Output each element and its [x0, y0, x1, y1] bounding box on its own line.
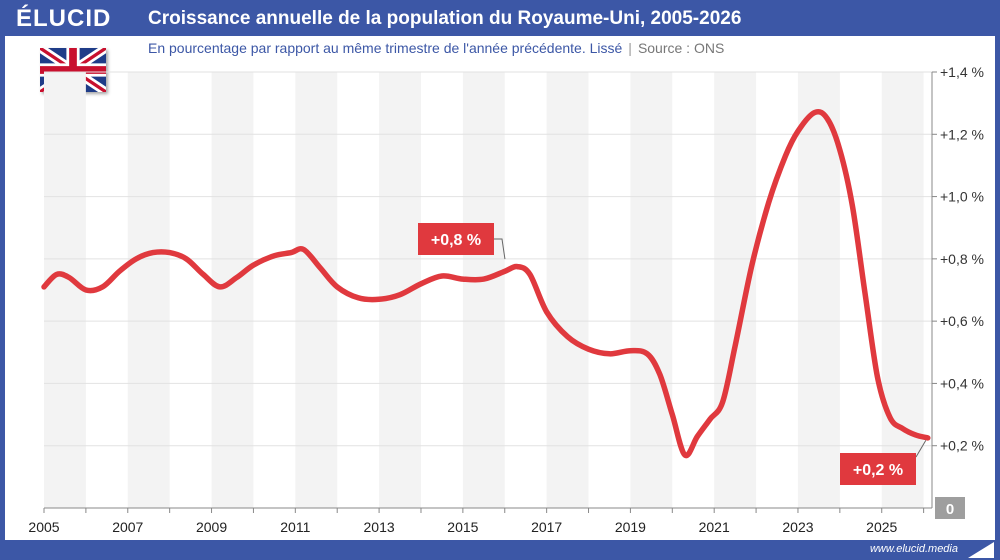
year-band-2025	[881, 72, 924, 508]
x-tick-label: 2019	[615, 519, 646, 535]
x-tick-label: 2011	[280, 519, 310, 535]
year-band-2021	[714, 72, 757, 508]
annotation-box	[840, 453, 916, 485]
y-tick-label: +0,4 %	[940, 375, 984, 391]
year-band-2015	[462, 72, 505, 508]
year-band-2017	[546, 72, 589, 508]
annotation-label: +0,8 %	[431, 232, 481, 249]
year-band-2023	[797, 72, 840, 508]
zero-label: 0	[946, 501, 954, 518]
year-band-2007	[127, 72, 170, 508]
footer-logo-icon	[968, 542, 994, 558]
header-bar: ÉLUCID Croissance annuelle de la populat…	[0, 0, 1000, 36]
x-tick-label: 2023	[782, 519, 813, 535]
y-tick-label: +1,0 %	[940, 189, 984, 205]
brand-logo: ÉLUCID	[16, 5, 112, 32]
y-tick-label: +1,2 %	[940, 126, 984, 142]
y-tick-label: +1,4 %	[940, 64, 984, 80]
annotation-box	[418, 223, 494, 255]
x-tick-label: 2009	[196, 519, 227, 535]
series-line	[41, 108, 931, 459]
footer-bar: www.elucid.media	[0, 540, 1000, 560]
x-tick-label: 2007	[112, 519, 143, 535]
x-tick-label: 2017	[531, 519, 562, 535]
chart-subtitle: En pourcentage par rapport au même trime…	[148, 40, 724, 56]
annotation-leader-line	[915, 440, 927, 458]
y-tick-label: +0,2 %	[940, 438, 984, 454]
y-tick-label: +0,6 %	[940, 313, 984, 329]
x-tick-label: 2013	[364, 519, 395, 535]
x-tick-label: 2015	[447, 519, 478, 535]
zero-label-box	[935, 497, 965, 519]
x-tick-label: 2005	[28, 519, 59, 535]
y-tick-label: +0,8 %	[940, 251, 984, 267]
year-band-2005	[44, 72, 86, 508]
subtitle-text: En pourcentage par rapport au même trime…	[148, 40, 623, 56]
annotation-label: +0,2 %	[853, 462, 903, 479]
footer-url[interactable]: www.elucid.media	[869, 543, 958, 555]
annotation-leader-line	[494, 238, 506, 260]
chart-title: Croissance annuelle de la population du …	[148, 8, 742, 29]
year-band-2009	[211, 72, 254, 508]
year-band-2011	[295, 72, 338, 508]
subtitle-separator: |	[628, 40, 632, 56]
x-tick-label: 2025	[866, 519, 897, 535]
source-text: Source : ONS	[637, 40, 725, 56]
year-band-2019	[630, 72, 673, 508]
x-tick-label: 2021	[699, 519, 730, 535]
